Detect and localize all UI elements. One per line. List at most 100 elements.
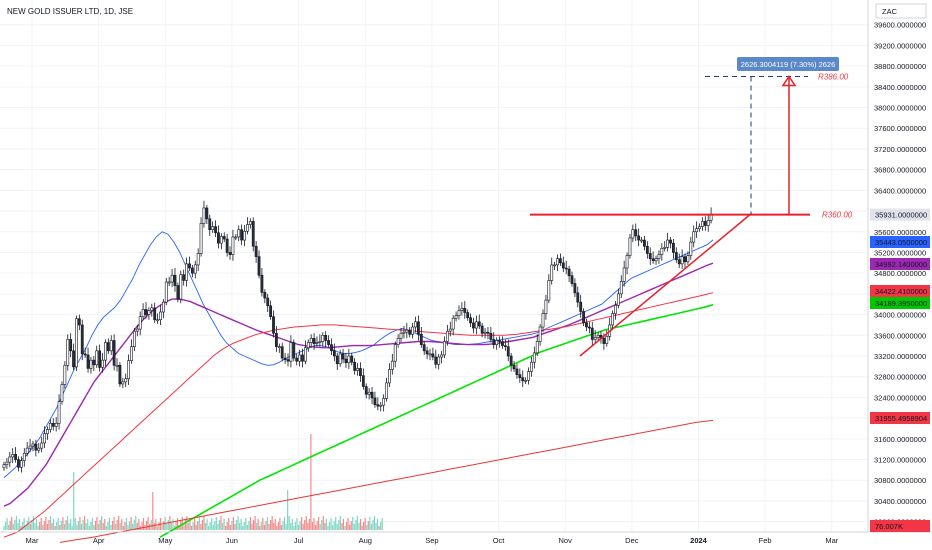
volume-bar xyxy=(46,524,48,530)
volume-bar xyxy=(62,517,64,530)
candle-body xyxy=(205,207,209,220)
candle-body xyxy=(211,226,215,230)
candle-body xyxy=(341,353,345,360)
volume-bar xyxy=(15,516,17,530)
candle-body xyxy=(695,228,699,233)
currency-box[interactable] xyxy=(875,3,927,19)
volume-bar xyxy=(169,516,171,530)
time-axis[interactable]: Mar Apr May Jun Jul Aug Sep Oct Nov Dec 2024 Feb Mar xyxy=(26,536,839,545)
candle-body xyxy=(637,235,641,241)
volume-bar xyxy=(336,524,338,530)
candle-body xyxy=(443,341,446,356)
volume-bar xyxy=(266,517,269,530)
time-tick-label: May xyxy=(158,536,172,545)
candle-body xyxy=(385,382,388,399)
candle-body xyxy=(246,224,249,232)
candle-body xyxy=(231,236,235,255)
candle-body xyxy=(254,245,258,257)
measure-label: 2626.3004119 (7.30%) 2626 xyxy=(741,60,836,69)
volume-bar xyxy=(167,520,169,530)
measure-label-box xyxy=(737,57,839,71)
volume-bar xyxy=(187,523,190,530)
volume-bar xyxy=(263,525,265,530)
volume-bar xyxy=(48,520,50,530)
candle-body xyxy=(338,353,342,365)
candle-body xyxy=(112,340,116,366)
ascending-trendline[interactable] xyxy=(579,214,751,357)
volume-bar xyxy=(276,526,278,530)
candle-body xyxy=(553,264,557,267)
candle-body xyxy=(359,368,362,376)
candle-body xyxy=(524,380,528,382)
candle-body xyxy=(133,330,136,347)
candle-body xyxy=(538,326,542,342)
volume-bar xyxy=(119,523,121,530)
candle-body xyxy=(330,344,333,352)
volume-bar xyxy=(296,518,298,530)
candle-body xyxy=(503,345,507,347)
candle-body xyxy=(486,331,490,334)
candle-body xyxy=(269,305,273,317)
volume-bar xyxy=(197,521,199,530)
candle-body xyxy=(51,422,55,427)
candle-body xyxy=(347,355,351,364)
price-axis[interactable]: 30000.000000030400.000000030800.00000003… xyxy=(874,21,926,527)
price-badge xyxy=(870,285,930,297)
volume-bar xyxy=(270,520,272,530)
time-tick-label: Jul xyxy=(294,536,304,545)
candle-body xyxy=(303,347,307,362)
time-tick-label: Feb xyxy=(759,536,772,545)
volume-bar xyxy=(339,516,341,530)
volume-bar xyxy=(203,516,205,530)
candle-body xyxy=(141,309,145,317)
candle-body xyxy=(277,346,281,348)
candle-body xyxy=(616,293,620,306)
volume-bar xyxy=(88,526,90,530)
volume-bar xyxy=(63,524,66,530)
candle-body xyxy=(298,354,301,362)
volume-bar xyxy=(290,523,292,530)
volume-bar xyxy=(118,516,120,530)
candle-body xyxy=(518,374,522,379)
drawings[interactable]: 2626.3004119 (7.30%) 2626 R386.00 R360.00 xyxy=(530,57,853,357)
price-tick-label: 33600.0000000 xyxy=(874,331,926,340)
candle-body xyxy=(353,361,357,371)
volume-bar xyxy=(242,526,244,530)
candle-body xyxy=(657,254,661,259)
volume-bar xyxy=(251,524,253,530)
volume-bar xyxy=(338,520,340,530)
volume-bar xyxy=(195,525,197,530)
volume-bar xyxy=(279,518,281,530)
candle-body xyxy=(489,332,493,340)
price-tick-label: 34000.0000000 xyxy=(874,311,926,320)
time-tick-label: Aug xyxy=(359,536,372,545)
candle-body xyxy=(167,281,171,284)
candle-body xyxy=(104,342,107,361)
candle-body xyxy=(106,342,110,352)
volume-bar xyxy=(94,521,97,530)
volume-bar xyxy=(274,519,276,530)
candle-body xyxy=(344,358,348,364)
volume-bar xyxy=(273,523,275,530)
candle-body xyxy=(222,236,226,240)
price-badge xyxy=(870,208,930,221)
volume-bar xyxy=(297,525,300,530)
volume-bar xyxy=(335,517,337,530)
volume-bar xyxy=(344,526,346,530)
volume-bar xyxy=(366,525,368,530)
candle-body xyxy=(463,308,467,313)
candle-body xyxy=(417,321,420,335)
candle-body xyxy=(521,377,525,382)
candle-body xyxy=(370,391,374,399)
candle-body xyxy=(425,350,429,355)
volume-bar xyxy=(211,518,213,530)
volume-bar xyxy=(367,521,369,530)
volume-bar xyxy=(322,516,324,530)
candle-body xyxy=(692,231,696,243)
volume-bar xyxy=(54,526,56,530)
volume-bar xyxy=(364,518,366,530)
candle-body xyxy=(460,308,464,311)
candle-body xyxy=(559,258,562,264)
volume-bar xyxy=(380,522,382,530)
